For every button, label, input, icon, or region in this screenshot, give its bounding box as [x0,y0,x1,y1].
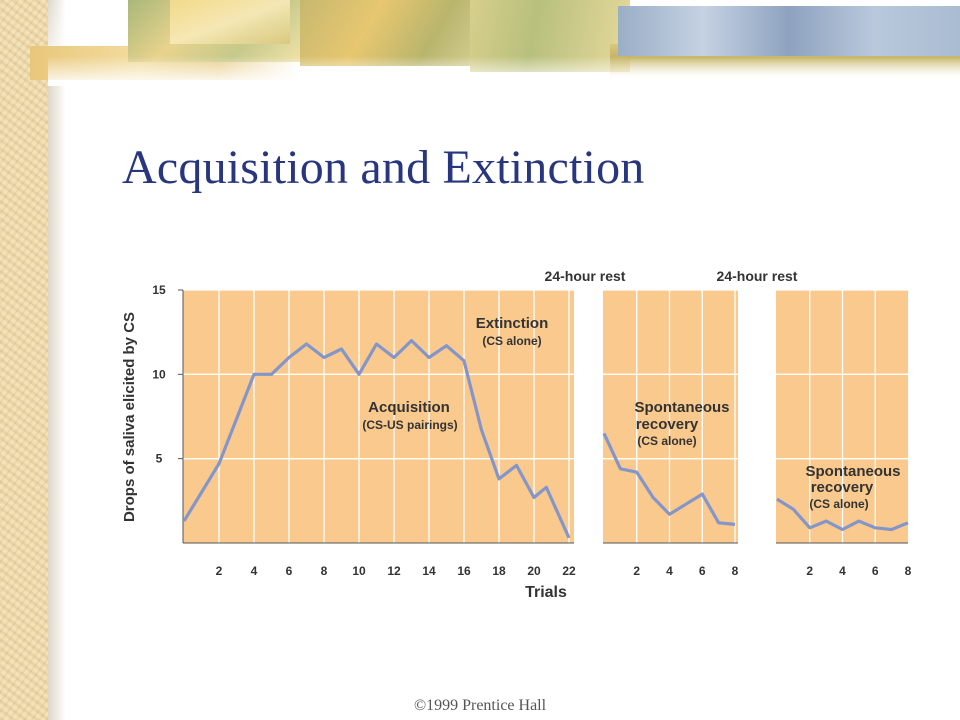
x-axis-label: Trials [525,584,567,601]
banner-fade [48,56,960,86]
x-tick-label: 16 [457,564,471,578]
x-tick-label: 14 [422,564,436,578]
rest-period-label: 24-hour rest [717,268,798,284]
y-axis-label: Drops of saliva elicited by CS [121,312,138,522]
chart-panel: Drops of saliva elicited by CS 5 10 15 2 4 6 8 1… [112,255,938,617]
series-line [602,432,736,526]
chart-annotation: (CS alone) [482,334,541,348]
banner-flower-shape [618,6,960,56]
shadow-edge [48,0,66,720]
x-tick-label: 2 [806,564,813,578]
x-tick-label: 10 [352,564,366,578]
parchment-side-strip [0,0,48,720]
y-tick-label: 15 [152,283,166,297]
x-tick-label: 6 [286,564,293,578]
x-tick-label: 8 [905,564,912,578]
x-tick-label: 20 [527,564,541,578]
x-tick-label: 2 [633,564,640,578]
banner-leaf-shape [300,0,500,66]
slide-title: Acquisition and Extinction [122,141,645,194]
chart-annotation: recovery [636,416,699,433]
plot-background [183,290,574,543]
y-tick-label: 5 [156,452,163,466]
plot-background [603,290,738,543]
x-tick-label: 8 [732,564,739,578]
chart-annotation: recovery [811,479,874,496]
series-line [182,338,571,539]
chart-annotation: Extinction [476,315,549,332]
chart-annotation: (CS alone) [637,434,696,448]
chart-annotation: (CS alone) [809,497,868,511]
series-line [776,497,909,532]
chart-annotation: Acquisition [368,399,450,416]
chart-annotation: Spontaneous [805,463,900,480]
y-tick-label: 10 [152,367,166,381]
x-tick-label: 4 [251,564,258,578]
x-tick-label: 18 [492,564,506,578]
x-tick-label: 2 [216,564,223,578]
rest-period-label: 24-hour rest [545,268,626,284]
x-tick-label: 12 [387,564,401,578]
copyright-footer: ©1999 Prentice Hall [413,697,547,714]
x-tick-label: 4 [666,564,673,578]
x-tick-label: 6 [872,564,879,578]
x-tick-label: 4 [839,564,846,578]
x-tick-label: 6 [699,564,706,578]
x-tick-label: 8 [321,564,328,578]
line-chart: Drops of saliva elicited by CS 5 10 15 2 4 6 8 1… [121,268,912,601]
chart-annotation: Spontaneous [634,399,729,416]
chart-annotation: (CS-US pairings) [362,418,457,432]
x-tick-label: 22 [562,564,576,578]
banner-leaf-shape [170,0,290,44]
